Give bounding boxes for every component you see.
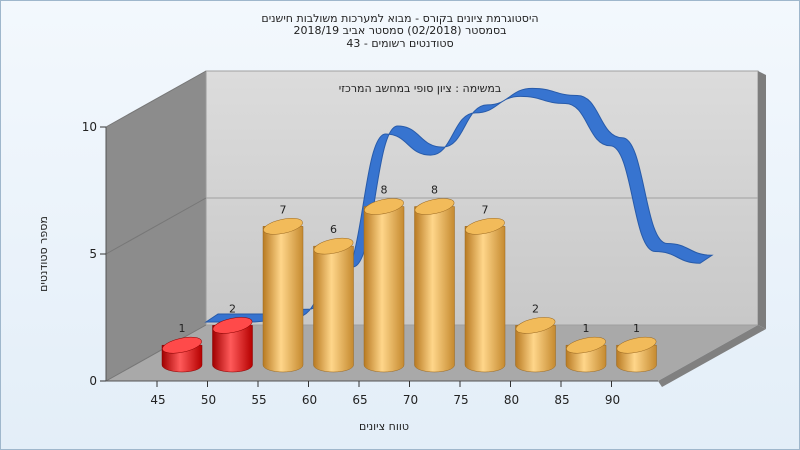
grid-line-diagonal-1: [105, 197, 207, 255]
chart-subtitle: במשימה : ציון סופי במחשב המרכזי: [339, 82, 502, 95]
bar-65: 8: [363, 184, 405, 373]
y-axis-label: מספר סטודנטים: [37, 216, 50, 292]
bar-80: 2: [515, 302, 556, 373]
bar-cap-70: [414, 198, 455, 215]
grid-line-diagonal-2: [105, 70, 207, 128]
bar-body-55: [262, 226, 304, 373]
bar-value-label-75: 7: [482, 203, 489, 216]
bar-body-60: [313, 245, 354, 373]
bar-cap-65: [364, 198, 404, 215]
bar-value-label-80: 2: [532, 302, 539, 315]
bar-value-label-70: 8: [431, 184, 438, 197]
x-axis-label: טווח ציונים: [359, 420, 409, 433]
x-tick-label-60: 60: [302, 393, 317, 407]
bar-value-label-90: 1: [633, 322, 640, 335]
bar-60: 6: [313, 223, 354, 373]
bar-value-label-65: 8: [381, 184, 388, 197]
y-tick-label-2: 10: [82, 120, 97, 134]
bar-body-50: [212, 325, 253, 373]
bar-70: 8: [414, 184, 455, 373]
y-tick-labels: 0 5 10: [82, 120, 106, 388]
x-tick-label-70: 70: [403, 393, 418, 407]
grid-line-diagonal-0: [105, 324, 207, 382]
x-tick-label-50: 50: [201, 393, 216, 407]
bar-50: 2: [212, 302, 253, 373]
bar-cap-80: [515, 317, 556, 334]
bar-body-75: [464, 226, 506, 373]
bar-cap-60: [313, 237, 354, 255]
x-tick-label-65: 65: [352, 393, 367, 407]
bar-85: 1: [565, 322, 607, 373]
bar-value-label-85: 1: [583, 322, 590, 335]
floor-edge: [658, 325, 766, 387]
bar-cap-45: [162, 336, 202, 354]
x-tick-label-80: 80: [504, 393, 519, 407]
x-tick-label-75: 75: [453, 393, 468, 407]
chart-title-line-1: היסטוגרמת ציונים בקורס - מבוא למערכות מש…: [261, 12, 539, 25]
bar-value-label-60: 6: [330, 223, 337, 236]
x-tick-label-85: 85: [554, 393, 569, 407]
chart-title-line-3: סטודנטים רשומים - 43: [346, 37, 454, 50]
bar-cap-85: [566, 336, 606, 354]
bar-value-label-45: 1: [179, 322, 186, 335]
y-tick-label-1: 5: [89, 247, 97, 261]
bar-cap-90: [616, 336, 657, 354]
bars-group: 1 2 7 6 8 8 7 2 1 1: [161, 184, 657, 373]
bar-body-70: [414, 206, 455, 373]
x-tick-label-45: 45: [150, 393, 165, 407]
bar-55: 7: [262, 203, 304, 373]
bar-body-65: [363, 206, 405, 373]
bar-90: 1: [616, 322, 657, 373]
right-edge: [758, 71, 766, 329]
trend-curve: [204, 87, 714, 323]
bar-value-label-55: 7: [280, 203, 287, 216]
chart-title-line-2: בסמסטר (02/2018) סמסטר אביב 2018/19: [293, 24, 507, 37]
x-tick-labels: 45 50 55 60 65 70 75 80 85 90: [150, 381, 620, 407]
bar-body-80: [515, 325, 556, 373]
bar-45: 1: [161, 322, 203, 373]
bar-75: 7: [464, 203, 506, 373]
bar-cap-75: [465, 218, 505, 235]
x-tick-label-55: 55: [251, 393, 266, 407]
bar-value-label-50: 2: [229, 302, 236, 315]
y-tick-label-0: 0: [89, 374, 97, 388]
bar-cap-50: [212, 317, 253, 334]
x-tick-label-90: 90: [605, 393, 620, 407]
bar-cap-55: [263, 218, 303, 235]
